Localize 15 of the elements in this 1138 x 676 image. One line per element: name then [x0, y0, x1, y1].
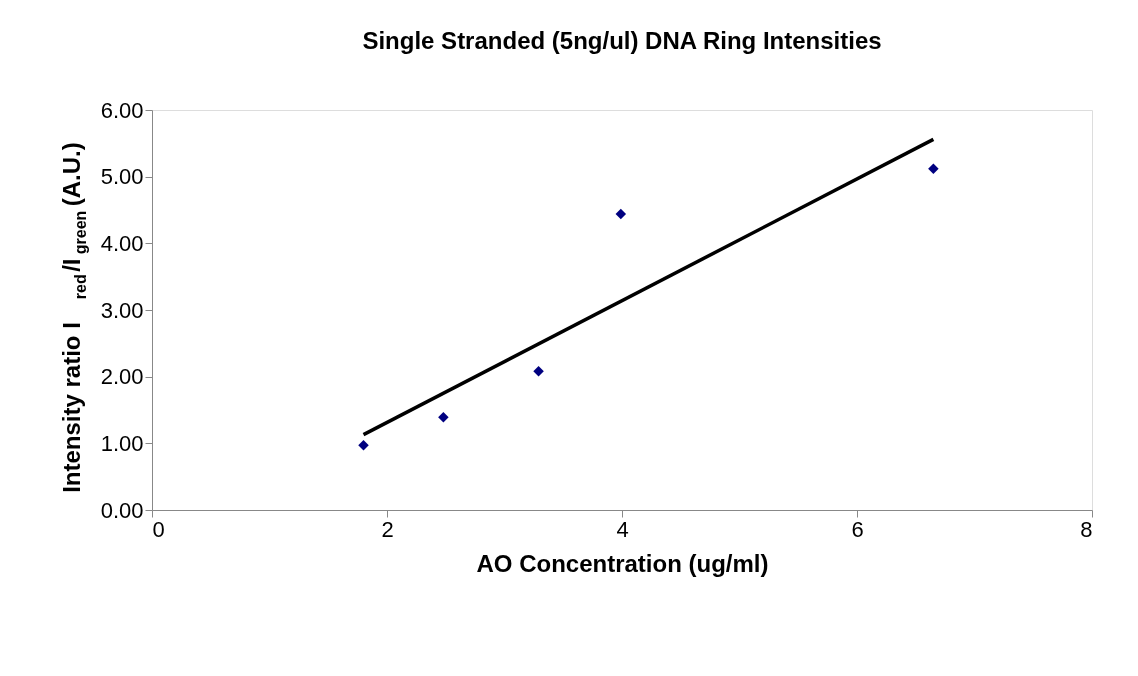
- y-tick-label: 2.00: [100, 364, 144, 390]
- x-tick-label: 8: [1080, 516, 1093, 542]
- y-tick-label: 1.00: [100, 430, 144, 456]
- chart-title: Single Stranded (5ng/ul) DNA Ring Intensities: [362, 27, 882, 54]
- y-tick-label: 4.00: [100, 230, 144, 256]
- x-tick-label: 0: [152, 516, 165, 542]
- y-tick-label: 6.00: [100, 97, 144, 123]
- y-tick-label: 3.00: [100, 297, 144, 323]
- x-tick-label: 2: [381, 516, 394, 542]
- x-axis-title: AO Concentration (ug/ml): [476, 549, 769, 577]
- y-axis-title: Intensity ratio Ired/Igreen (A.U.): [58, 142, 89, 493]
- y-tick-label: 5.00: [100, 164, 144, 190]
- y-tick-label: 0.00: [100, 497, 144, 523]
- x-tick-label: 4: [616, 516, 629, 542]
- x-tick-label: 6: [851, 516, 864, 542]
